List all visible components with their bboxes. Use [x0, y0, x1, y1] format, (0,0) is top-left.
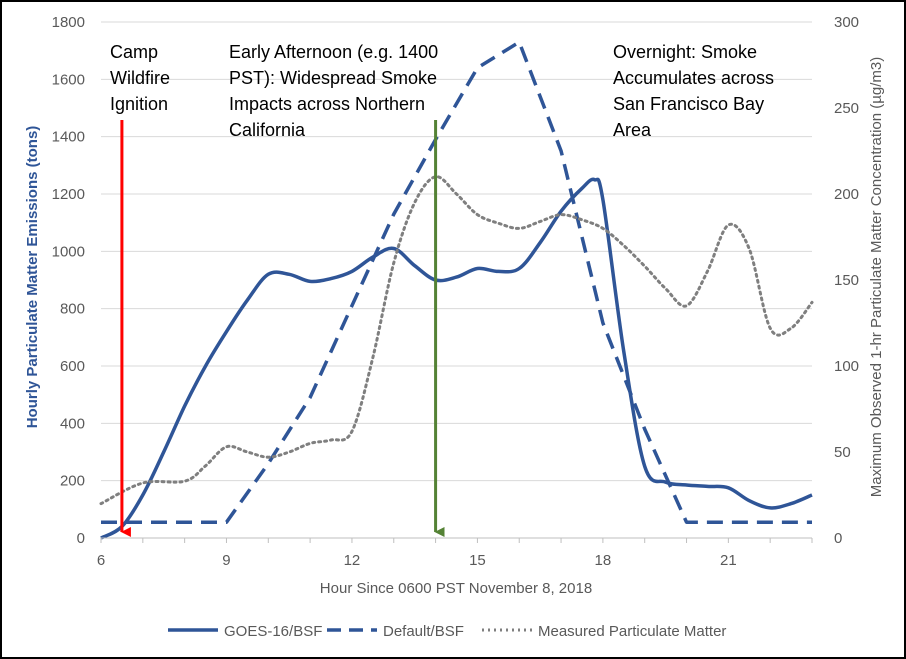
y2-tick-label: 100 — [834, 358, 859, 375]
x-tick-label: 21 — [720, 552, 737, 569]
y-axis-label-right: Maximum Observed 1-hr Particulate Matter… — [868, 57, 885, 497]
annotation-overnight-line: Accumulates across — [613, 68, 774, 88]
y-tick-label: 1400 — [52, 129, 85, 146]
annotation-afternoon: Early Afternoon (e.g. 1400 PST): Widespr… — [229, 42, 443, 140]
series-layer — [99, 40, 814, 540]
y-tick-label: 1200 — [52, 186, 85, 203]
annotation-ignition-line: Wildfire — [110, 68, 170, 88]
annotation-ignition-line: Ignition — [110, 94, 168, 114]
y-tick-label: 600 — [60, 358, 85, 375]
annotation-afternoon-line: PST): Widespread Smoke — [229, 68, 437, 88]
marker-layer — [120, 120, 445, 537]
x-tick-label: 18 — [595, 552, 612, 569]
annotation-overnight-line: Area — [613, 120, 652, 140]
annotation-overnight-line: San Francisco Bay — [613, 94, 764, 114]
series-default-bsf-line — [101, 40, 812, 524]
y2-tick-label: 300 — [834, 14, 859, 31]
legend-label-default: Default/BSF — [383, 623, 464, 640]
annotation-overnight: Overnight: Smoke Accumulates across San … — [613, 42, 779, 140]
y2-tick-label: 200 — [834, 186, 859, 203]
y2-tick-label: 250 — [834, 100, 859, 117]
x-tick-label: 9 — [222, 552, 230, 569]
y-axis-label-left: Hourly Particulate Matter Emissions (ton… — [24, 126, 41, 429]
y-tick-label: 400 — [60, 415, 85, 432]
series-measured-pm-line — [99, 175, 814, 506]
gridlines — [101, 21, 812, 482]
annotation-afternoon-line: California — [229, 120, 306, 140]
x-tick-label: 15 — [469, 552, 486, 569]
y-tick-label: 1000 — [52, 243, 85, 260]
annotation-ignition-line: Camp — [110, 42, 158, 62]
axis-layer: 0 200 400 600 800 1000 1200 1400 1600 1800 0 50 100 1… — [52, 14, 859, 569]
y2-tick-label: 0 — [834, 530, 842, 547]
series-goes16-bsf-line — [100, 177, 813, 540]
y-tick-label: 800 — [60, 301, 85, 318]
annotation-afternoon-line: Early Afternoon (e.g. 1400 — [229, 42, 438, 62]
y2-tick-label: 150 — [834, 272, 859, 289]
legend: GOES-16/BSF Default/BSF Measured Particu… — [168, 623, 726, 640]
y2-tick-label: 50 — [834, 444, 851, 461]
legend-label-measured: Measured Particulate Matter — [538, 623, 726, 640]
annotation-ignition: Camp Wildfire Ignition — [110, 42, 175, 114]
y-tick-label: 1800 — [52, 14, 85, 31]
y-tick-label: 200 — [60, 473, 85, 490]
y-tick-label: 0 — [77, 530, 85, 547]
x-tick-label: 12 — [344, 552, 361, 569]
annotation-afternoon-line: Impacts across Northern — [229, 94, 425, 114]
y-tick-label: 1600 — [52, 71, 85, 88]
annotation-overnight-line: Overnight: Smoke — [613, 42, 757, 62]
x-axis-label: Hour Since 0600 PST November 8, 2018 — [320, 580, 592, 597]
legend-label-goes: GOES-16/BSF — [224, 623, 322, 640]
x-tick-label: 6 — [97, 552, 105, 569]
